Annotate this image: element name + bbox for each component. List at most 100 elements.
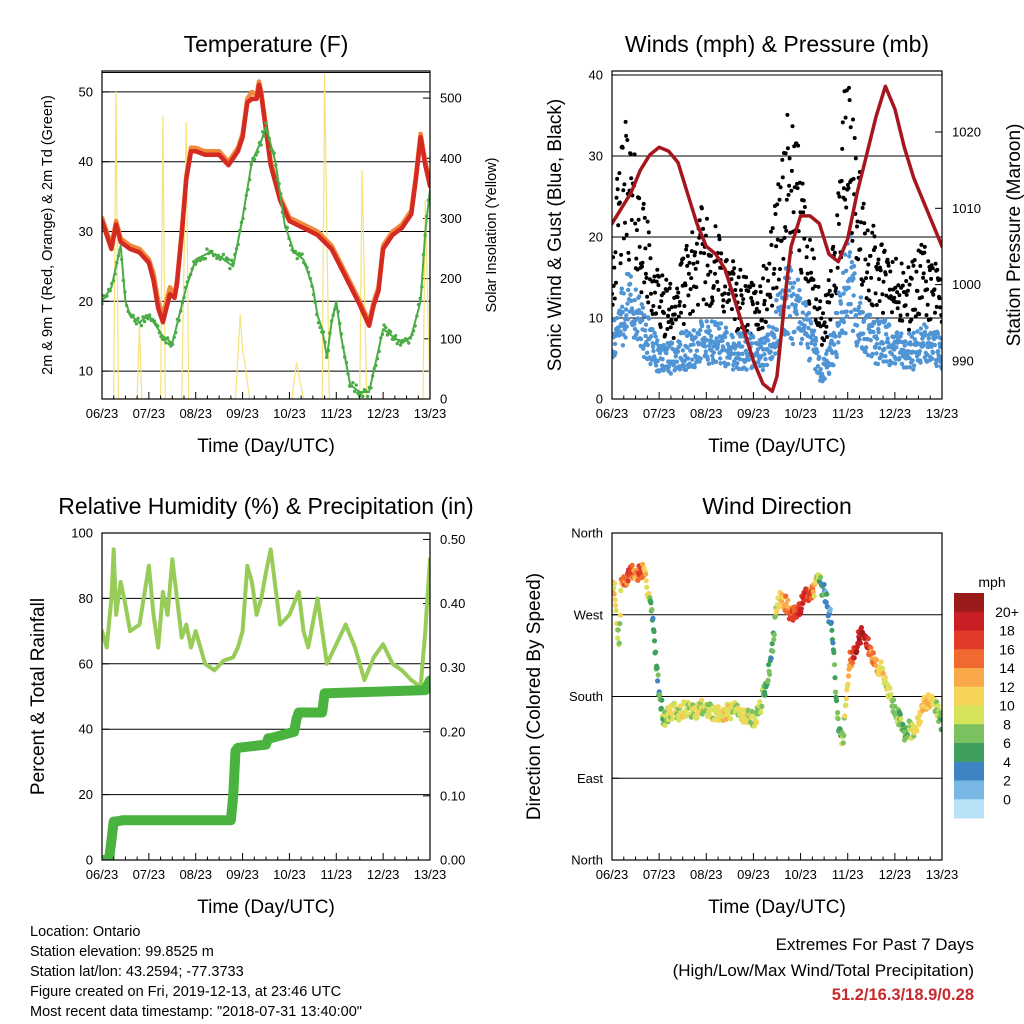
- wind-point: [790, 285, 795, 290]
- wind-point: [867, 312, 873, 317]
- dewpoint-point: [370, 374, 375, 378]
- wind-point: [773, 309, 779, 314]
- gust-point: [918, 264, 923, 268]
- gust-point: [761, 263, 766, 268]
- gust-point: [787, 183, 792, 188]
- dewpoint-point: [121, 278, 126, 283]
- dewpoint-point: [388, 330, 393, 334]
- temperature-title: Temperature (F): [184, 31, 349, 57]
- wind-point: [770, 354, 775, 360]
- direction-point: [888, 691, 894, 698]
- gust-point: [847, 98, 852, 103]
- gust-point: [831, 244, 836, 249]
- direction-point: [643, 578, 649, 584]
- gust-point: [924, 279, 928, 284]
- direction-point: [612, 597, 618, 603]
- direction-point: [662, 722, 668, 729]
- humidity-ytick-label: 0: [86, 853, 93, 868]
- gust-point: [736, 275, 741, 280]
- gust-point: [632, 152, 637, 157]
- gust-point: [933, 261, 938, 266]
- dewpoint-point: [231, 261, 235, 265]
- direction-point: [845, 681, 851, 687]
- gust-point: [880, 292, 885, 297]
- wind-point: [628, 292, 633, 297]
- legend-swatch: [954, 593, 984, 613]
- wind-point: [873, 345, 878, 350]
- gust-point: [851, 117, 855, 122]
- gust-point: [922, 250, 927, 255]
- direction-point: [831, 662, 838, 668]
- gust-point: [784, 197, 789, 202]
- wind-point: [706, 361, 712, 366]
- wind-point: [643, 322, 649, 327]
- wind-point: [806, 310, 812, 316]
- gust-point: [886, 263, 891, 268]
- wind-point: [858, 300, 863, 306]
- dewpoint-point: [157, 331, 162, 335]
- gust-point: [865, 270, 870, 275]
- wind-point: [718, 356, 723, 361]
- gust-point: [749, 296, 754, 300]
- humidity-ytick-label: 40: [79, 722, 93, 737]
- gust-point: [851, 176, 856, 181]
- wind-point: [641, 346, 646, 351]
- gust-point: [636, 217, 641, 222]
- gust-point: [862, 231, 867, 236]
- gust-point: [624, 232, 629, 237]
- temperature-ytick-label: 20: [79, 294, 93, 309]
- direction-point: [616, 640, 622, 646]
- dewpoint-point: [221, 252, 226, 257]
- humidity-xtick-label: 10/23: [273, 867, 306, 882]
- wind-point: [718, 321, 724, 326]
- gust-point: [832, 250, 837, 255]
- dewpoint-point: [329, 319, 334, 323]
- wind-point: [624, 324, 629, 329]
- humidity-xtick-label: 08/23: [179, 867, 212, 882]
- gust-point: [878, 268, 883, 273]
- wind-point: [841, 319, 847, 325]
- dewpoint-point: [170, 342, 175, 347]
- gust-point: [685, 254, 690, 258]
- gust-point: [646, 230, 651, 235]
- wind-point: [797, 288, 802, 293]
- gust-point: [825, 335, 829, 339]
- gust-point: [877, 299, 882, 304]
- direction-point: [835, 710, 841, 716]
- gust-point: [906, 265, 911, 270]
- winds-xtick-label: 09/23: [737, 406, 770, 421]
- wind-point: [842, 252, 848, 257]
- wind-point: [846, 285, 851, 290]
- wind-point: [897, 355, 902, 361]
- gust-point: [641, 206, 646, 211]
- wind-point: [683, 367, 689, 372]
- gust-point: [805, 244, 810, 249]
- dewpoint-point: [244, 193, 248, 198]
- gust-point: [883, 272, 888, 277]
- wind-point: [893, 361, 898, 366]
- recent-timestamp: Most recent data timestamp: "2018-07-31 …: [30, 1004, 362, 1020]
- dewpoint-point: [252, 157, 257, 161]
- wind-point: [673, 354, 678, 359]
- direction-point: [917, 719, 924, 725]
- gust-point: [624, 133, 629, 138]
- direction-point: [840, 740, 846, 746]
- gust-point: [647, 243, 652, 248]
- dewpoint-point: [354, 383, 358, 387]
- direction-point: [892, 703, 898, 710]
- dewpoint-point: [275, 177, 280, 182]
- direction-point: [873, 657, 880, 663]
- wind-point: [619, 286, 624, 291]
- gust-point: [621, 236, 626, 241]
- dewpoint-point: [138, 320, 142, 325]
- gust-point: [887, 287, 892, 292]
- wind-point: [857, 337, 862, 342]
- wind-point: [701, 340, 707, 346]
- gust-point: [645, 294, 650, 299]
- gust-point: [852, 136, 857, 140]
- dewpoint-point: [334, 306, 339, 310]
- humidity-ytick-label: 80: [79, 591, 93, 606]
- dewpoint-point: [293, 249, 298, 254]
- wind-point: [871, 329, 876, 335]
- wind-point: [792, 280, 797, 285]
